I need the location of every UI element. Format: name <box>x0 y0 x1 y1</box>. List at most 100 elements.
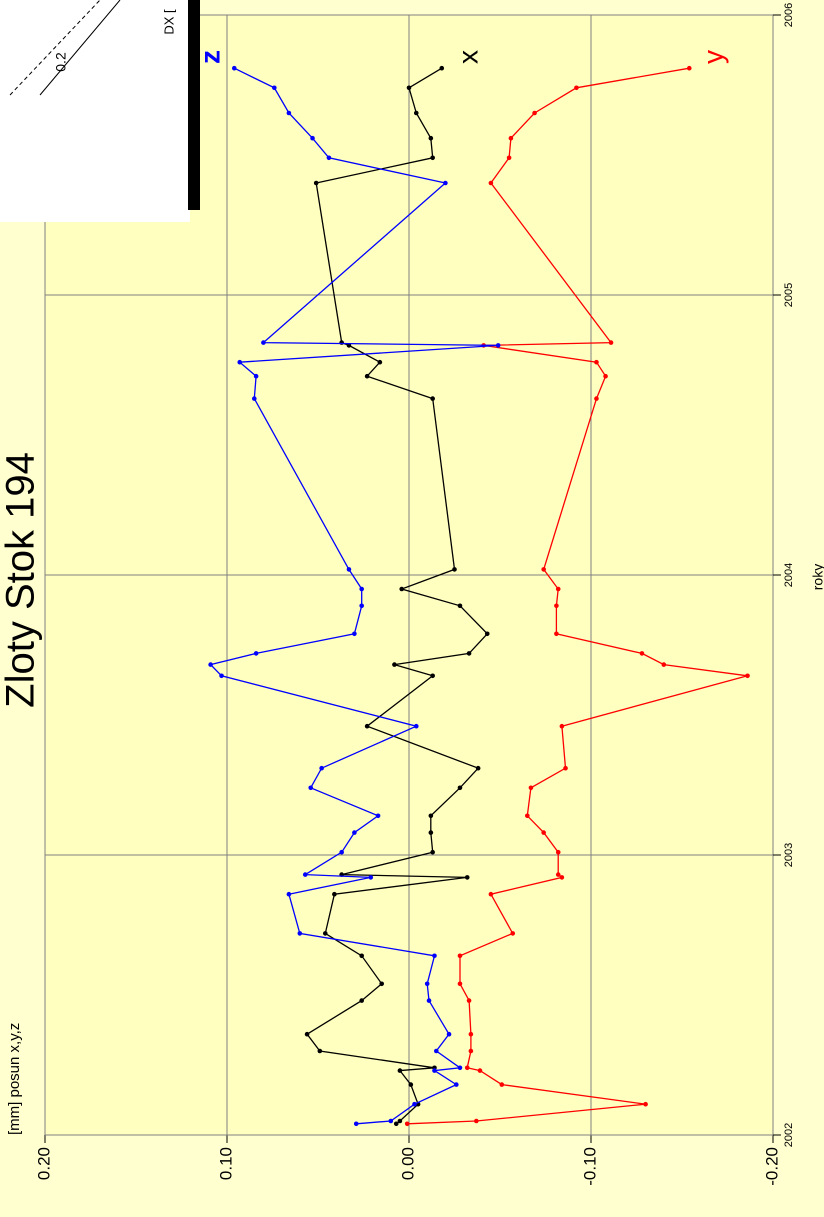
data-point <box>377 359 383 365</box>
data-point <box>252 396 257 401</box>
data-point <box>432 1068 437 1073</box>
data-point <box>554 631 559 637</box>
data-point <box>555 849 561 855</box>
data-point <box>353 1121 359 1127</box>
data-point <box>532 110 537 116</box>
data-point <box>352 830 357 835</box>
y-tick-label: -0.10 <box>580 1147 599 1186</box>
data-point <box>322 931 328 936</box>
y-tick-label: 0.20 <box>34 1147 53 1180</box>
data-point <box>310 135 315 141</box>
inset-line <box>9 0 101 96</box>
data-point <box>466 651 472 656</box>
data-point <box>339 849 344 855</box>
data-point <box>464 1065 470 1071</box>
data-point <box>412 1101 417 1107</box>
data-point <box>379 981 385 987</box>
data-point <box>559 723 565 729</box>
data-point <box>208 662 213 667</box>
data-point <box>430 673 435 679</box>
data-point <box>302 872 308 877</box>
data-point <box>286 891 292 897</box>
data-point <box>297 931 303 936</box>
data-point <box>643 1101 648 1107</box>
data-point <box>574 85 579 91</box>
data-point <box>554 603 559 609</box>
data-point <box>408 1082 414 1087</box>
data-point <box>397 1068 403 1073</box>
data-point <box>608 340 614 345</box>
data-point <box>434 1048 439 1054</box>
inset-bar <box>188 0 200 210</box>
data-point <box>555 872 561 877</box>
data-point <box>594 359 599 365</box>
data-point <box>397 1118 403 1124</box>
data-point <box>466 998 472 1003</box>
data-point <box>261 340 266 345</box>
data-point <box>457 953 463 959</box>
series-label: x <box>452 50 483 64</box>
data-point <box>326 155 332 161</box>
inset-label: DX [ <box>161 9 176 35</box>
data-point <box>359 586 364 592</box>
series-label: z <box>194 50 225 64</box>
chart-title: Zloty Stok 194 <box>0 452 43 708</box>
data-point <box>745 673 750 679</box>
data-point <box>272 85 277 91</box>
data-point <box>388 1118 394 1124</box>
data-point <box>393 1121 399 1127</box>
data-point <box>488 891 494 897</box>
data-point <box>639 651 645 656</box>
data-point <box>404 1121 410 1127</box>
data-point <box>428 830 434 835</box>
data-point <box>352 631 357 637</box>
data-point <box>477 1068 483 1073</box>
data-point <box>359 603 364 609</box>
data-point <box>594 396 599 401</box>
data-point <box>563 765 568 771</box>
data-point <box>308 785 314 791</box>
data-point <box>364 373 370 379</box>
data-point <box>319 765 324 771</box>
data-point <box>446 1031 452 1037</box>
series-label: y <box>697 50 728 64</box>
data-point <box>231 65 237 71</box>
data-point <box>237 359 243 365</box>
data-point <box>484 631 490 637</box>
data-point <box>413 110 419 116</box>
data-point <box>457 981 463 987</box>
data-point <box>439 65 445 71</box>
x-axis-label: roky <box>810 564 824 590</box>
data-point <box>464 875 470 880</box>
data-point <box>413 723 419 729</box>
data-point <box>426 998 432 1003</box>
data-point <box>430 849 435 855</box>
data-point <box>317 1048 323 1054</box>
data-point <box>510 931 516 936</box>
data-point <box>452 567 457 572</box>
data-point <box>304 1031 310 1037</box>
data-point <box>430 396 435 401</box>
data-point <box>457 785 463 791</box>
data-point <box>424 981 430 987</box>
data-point <box>428 813 434 819</box>
data-point <box>457 603 463 609</box>
data-point <box>375 813 381 819</box>
data-point <box>488 180 494 186</box>
inset <box>0 0 190 222</box>
data-point <box>454 1082 459 1087</box>
data-point <box>346 567 352 572</box>
data-point <box>541 830 546 835</box>
data-point <box>253 373 259 379</box>
data-point <box>499 1082 505 1087</box>
data-point <box>364 723 370 729</box>
x-tick-label: 2005 <box>783 283 795 307</box>
y-tick-label: 0.10 <box>216 1147 235 1180</box>
y-tick-label: 0.00 <box>398 1147 417 1180</box>
y-axis-label: [mm] posun x,y,z <box>6 1023 23 1135</box>
data-point <box>428 135 434 141</box>
data-point <box>525 813 530 819</box>
data-point <box>457 1065 463 1071</box>
plot: Zloty Stok 194 [mm] posun x,y,z roky 0.2… <box>0 3 824 1186</box>
